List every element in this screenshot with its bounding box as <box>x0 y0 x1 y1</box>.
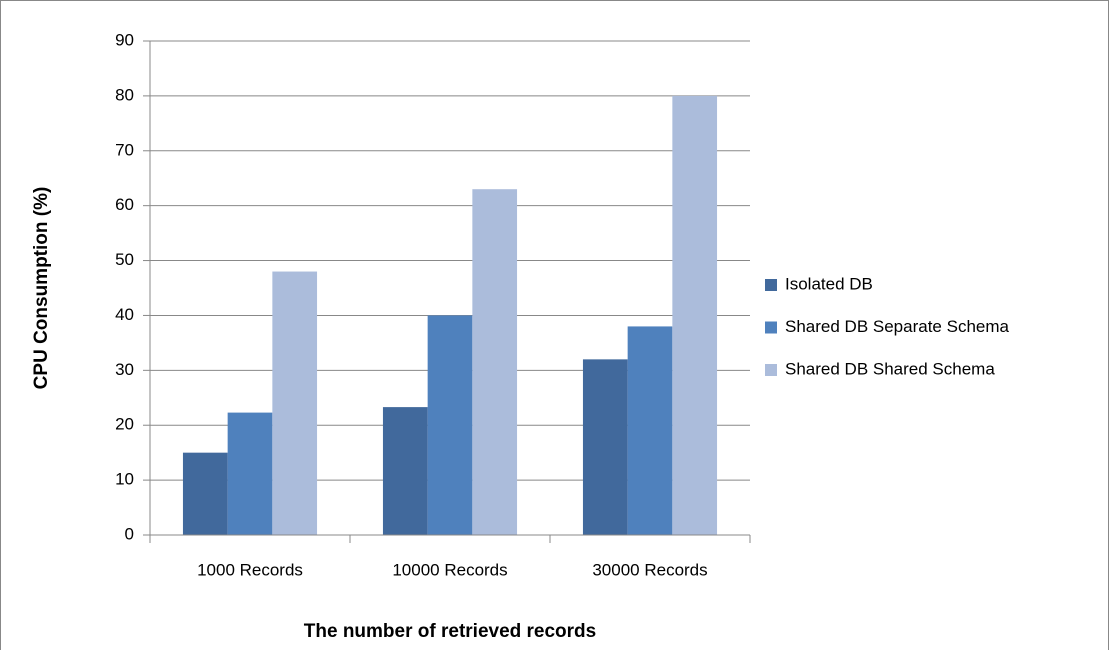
x-tick-label: 10000 Records <box>392 560 507 579</box>
legend-label: Shared DB Separate Schema <box>785 317 1010 336</box>
bar <box>427 315 473 535</box>
bar <box>627 326 673 535</box>
legend-label: Shared DB Shared Schema <box>785 359 995 378</box>
bar <box>182 452 228 535</box>
y-axis-title: CPU Consumption (%) <box>31 187 52 390</box>
legend-label: Isolated DB <box>785 274 873 293</box>
y-tick-label: 80 <box>115 85 134 104</box>
y-tick-label: 0 <box>125 524 134 543</box>
y-tick-label: 10 <box>115 470 134 489</box>
y-tick-label: 60 <box>115 195 134 214</box>
bar <box>382 407 428 535</box>
y-tick-label: 30 <box>115 360 134 379</box>
bar <box>227 412 273 535</box>
x-tick-label: 1000 Records <box>197 560 303 579</box>
legend-swatch <box>765 321 777 334</box>
y-tick-label: 70 <box>115 140 134 159</box>
y-tick-label: 50 <box>115 250 134 269</box>
bar <box>672 95 718 535</box>
bar <box>472 189 518 535</box>
x-tick-label: 30000 Records <box>592 560 707 579</box>
y-tick-label: 90 <box>115 30 134 49</box>
legend-swatch <box>765 364 777 376</box>
bar <box>582 359 628 535</box>
y-tick-label: 40 <box>115 305 134 324</box>
y-tick-label: 20 <box>115 415 134 434</box>
x-axis-title: The number of retrieved records <box>304 621 596 642</box>
bar <box>272 271 318 535</box>
legend-swatch <box>765 279 777 291</box>
